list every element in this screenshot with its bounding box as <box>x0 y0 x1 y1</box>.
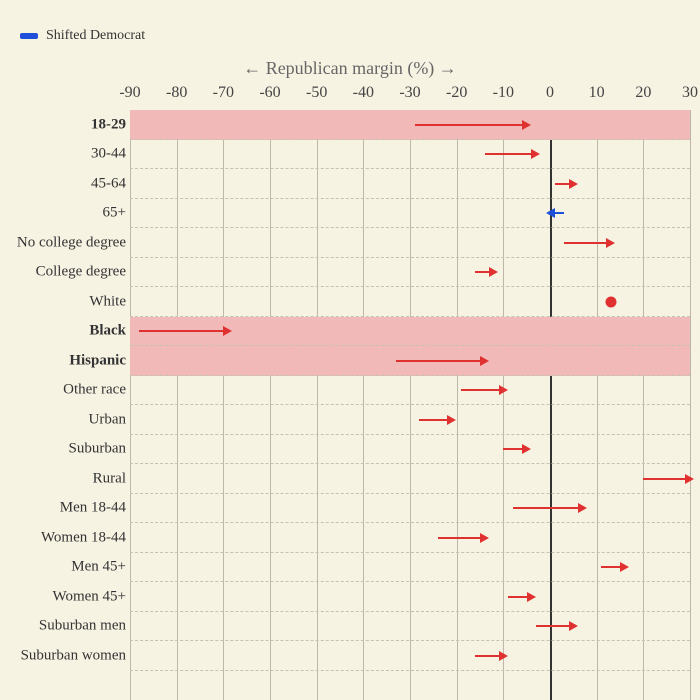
arrow-head-icon <box>522 120 531 130</box>
arrow-head-icon <box>499 651 508 661</box>
row-label: 65+ <box>103 205 126 222</box>
data-row <box>130 553 690 583</box>
data-row <box>130 258 690 288</box>
tick-label: -30 <box>399 84 420 102</box>
arrow-line <box>475 271 489 273</box>
data-row <box>130 494 690 524</box>
grid-line <box>690 110 691 700</box>
arrow-line <box>513 507 578 509</box>
data-row <box>130 582 690 612</box>
arrow-line <box>555 212 564 214</box>
data-row <box>130 405 690 435</box>
arrow-head-icon <box>223 326 232 336</box>
arrow-head-icon <box>447 415 456 425</box>
arrow-head-icon <box>685 474 694 484</box>
row-label: Rural <box>93 470 126 487</box>
arrow-line <box>564 242 606 244</box>
tick-label: -10 <box>493 84 514 102</box>
tick-label: -90 <box>119 84 140 102</box>
arrow-head-icon <box>546 208 555 218</box>
data-row <box>130 317 690 347</box>
data-row <box>130 169 690 199</box>
arrow-head-icon <box>606 238 615 248</box>
arrow-line <box>419 419 447 421</box>
arrow-line <box>415 124 522 126</box>
arrow-line <box>508 596 527 598</box>
arrow-line <box>461 389 498 391</box>
legend: Shifted Democrat <box>20 28 145 44</box>
arrow-head-icon <box>569 621 578 631</box>
tick-label: -40 <box>353 84 374 102</box>
data-row <box>130 228 690 258</box>
row-label: White <box>89 293 126 310</box>
arrow-head-icon <box>480 533 489 543</box>
arrow-head-icon <box>569 179 578 189</box>
legend-label: Shifted Democrat <box>46 28 145 44</box>
tick-label: 0 <box>546 84 554 102</box>
data-row <box>130 464 690 494</box>
arrow-line <box>396 360 480 362</box>
row-label: Other race <box>63 382 126 399</box>
data-row <box>130 140 690 170</box>
arrow-line <box>601 566 620 568</box>
arrow-line <box>438 537 480 539</box>
arrow-line <box>503 448 522 450</box>
tick-label: 10 <box>589 84 605 102</box>
arrow-head-icon <box>531 149 540 159</box>
row-label: Women 45+ <box>53 588 127 605</box>
tick-label: -20 <box>446 84 467 102</box>
axis-title: ← Republican margin (%) → <box>243 58 457 79</box>
data-dot <box>605 296 616 307</box>
arrow-line <box>485 153 532 155</box>
tick-label: 20 <box>635 84 651 102</box>
arrow-line <box>475 655 498 657</box>
row-label: Suburban men <box>39 618 126 635</box>
arrow-head-icon <box>489 267 498 277</box>
data-row <box>130 110 690 140</box>
arrow-head-icon <box>578 503 587 513</box>
tick-label: -70 <box>213 84 234 102</box>
arrow-line <box>555 183 569 185</box>
row-label: Hispanic <box>69 352 126 369</box>
tick-label: -60 <box>259 84 280 102</box>
data-row <box>130 376 690 406</box>
row-label: Women 18-44 <box>41 529 126 546</box>
data-row <box>130 346 690 376</box>
row-label: Men 45+ <box>71 559 126 576</box>
arrow-head-icon <box>499 385 508 395</box>
row-label: Suburban women <box>21 647 126 664</box>
data-row <box>130 523 690 553</box>
arrow-head-icon <box>480 356 489 366</box>
arrow-head-icon <box>527 592 536 602</box>
data-row <box>130 287 690 317</box>
arrow-head-icon <box>522 444 531 454</box>
row-label: Black <box>89 323 126 340</box>
arrow-line <box>139 330 223 332</box>
row-label: 18-29 <box>91 116 126 133</box>
row-label: Urban <box>89 411 127 428</box>
data-row <box>130 612 690 642</box>
arrow-line <box>536 625 569 627</box>
row-label: 30-44 <box>91 146 126 163</box>
row-label: 45-64 <box>91 175 126 192</box>
tick-label: -50 <box>306 84 327 102</box>
row-divider <box>130 670 690 671</box>
chart: -90-80-70-60-50-40-30-20-100102030 18-29… <box>0 80 700 700</box>
plot-area: -90-80-70-60-50-40-30-20-100102030 <box>130 110 690 700</box>
arrow-line <box>643 478 685 480</box>
tick-label: -80 <box>166 84 187 102</box>
data-row <box>130 199 690 229</box>
row-label: No college degree <box>17 234 126 251</box>
row-label: Men 18-44 <box>60 500 126 517</box>
tick-label: 30 <box>682 84 698 102</box>
row-highlight <box>130 110 690 140</box>
row-label: College degree <box>36 264 126 281</box>
row-label: Suburban <box>69 441 127 458</box>
data-row <box>130 641 690 671</box>
legend-swatch <box>20 33 38 39</box>
data-row <box>130 435 690 465</box>
arrow-head-icon <box>620 562 629 572</box>
